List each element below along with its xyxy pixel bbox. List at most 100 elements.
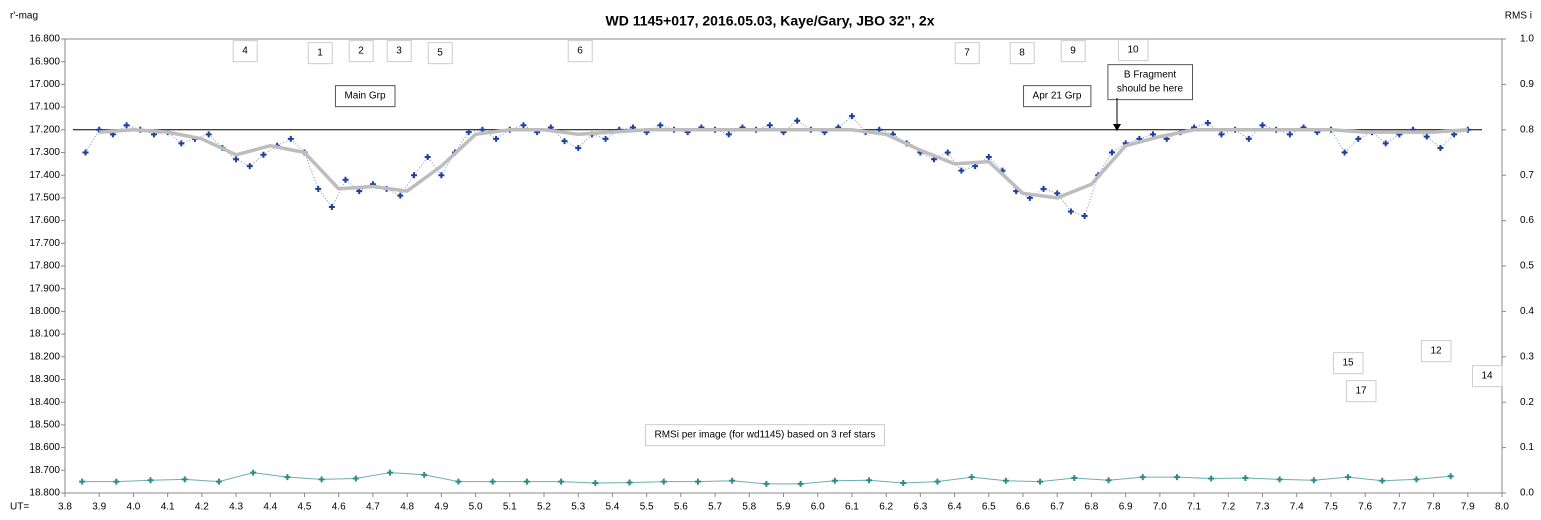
data-point [123, 122, 130, 129]
data-point [1242, 475, 1249, 482]
data-point [1040, 185, 1047, 192]
annotation: should be here [1117, 84, 1184, 95]
y-tick-label: 18.100 [29, 329, 60, 340]
data-point [1423, 133, 1430, 140]
annotation-box [1471, 365, 1503, 388]
data-point [438, 172, 445, 179]
y-tick-label: 16.900 [29, 56, 60, 67]
data-point [147, 477, 154, 484]
y2-tick-label: 0.4 [1520, 306, 1534, 317]
data-point [900, 480, 907, 487]
y2-tick-label: 0.3 [1520, 351, 1534, 362]
y-tick-label: 17.300 [29, 147, 60, 158]
x-tick-label: 6.5 [982, 502, 996, 513]
data-point [958, 167, 965, 174]
data-point [1382, 140, 1389, 147]
annotation-box [232, 40, 258, 63]
data-point [397, 192, 404, 199]
x-tick-label: 6.8 [1084, 502, 1098, 513]
data-point [561, 138, 568, 145]
annotation: 5 [437, 48, 443, 59]
annotation: 10 [1127, 45, 1139, 56]
data-point [410, 172, 417, 179]
data-point [1259, 122, 1266, 129]
y-tick-label: 18.400 [29, 397, 60, 408]
y-tick-label: 18.000 [29, 306, 60, 317]
annotation: 8 [1019, 48, 1025, 59]
data-point [493, 135, 500, 142]
y2-tick-label: 0.8 [1520, 124, 1534, 135]
y2-tick-label: 0.2 [1520, 397, 1534, 408]
annotation-box [1009, 42, 1035, 65]
data-point [694, 478, 701, 485]
data-point [421, 471, 428, 478]
data-point [1208, 475, 1215, 482]
x-tick-label: 4.5 [298, 502, 312, 513]
annotation-box [1107, 64, 1194, 101]
annotation: 15 [1342, 358, 1354, 369]
x-tick-label: 7.9 [1461, 502, 1475, 513]
data-point [1276, 476, 1283, 483]
x-tick-label: 5.0 [469, 502, 483, 513]
data-point [328, 203, 335, 210]
data-point [1054, 190, 1061, 197]
x-tick-label: 7.6 [1358, 502, 1372, 513]
data-point [352, 475, 359, 482]
data-point [944, 149, 951, 156]
data-point [848, 113, 855, 120]
data-point [575, 144, 582, 151]
x-tick-label: 7.1 [1187, 502, 1201, 513]
data-point [233, 156, 240, 163]
data-point [1067, 208, 1074, 215]
data-point [1447, 473, 1454, 480]
data-point [1379, 477, 1386, 484]
y-tick-label: 18.200 [29, 351, 60, 362]
x-tick-label: 7.8 [1427, 502, 1441, 513]
data-point [1204, 119, 1211, 126]
data-point [1413, 476, 1420, 483]
x-tick-label: 6.2 [879, 502, 893, 513]
data-point [657, 122, 664, 129]
data-point [1002, 477, 1009, 484]
x-tick-label: 5.9 [777, 502, 791, 513]
y-tick-label: 17.600 [29, 215, 60, 226]
x-tick-label: 4.2 [195, 502, 209, 513]
data-point [725, 131, 732, 138]
annotation: 4 [242, 46, 248, 57]
arrow-head [1113, 124, 1121, 131]
annotation-box [386, 40, 412, 63]
y2-axis-label: RMS i [1505, 11, 1532, 22]
y-tick-label: 17.100 [29, 102, 60, 113]
data-point [1437, 144, 1444, 151]
data-point [766, 122, 773, 129]
annotation: 3 [396, 46, 402, 57]
data-point [260, 151, 267, 158]
x-tick-label: 4.4 [263, 502, 277, 513]
data-point [1150, 131, 1157, 138]
annotation-box [307, 42, 333, 65]
x-tick-label: 5.1 [503, 502, 517, 513]
x-tick-label: 6.0 [811, 502, 825, 513]
data-point [1139, 474, 1146, 481]
y2-tick-label: 0.9 [1520, 79, 1534, 90]
y-tick-label: 18.800 [29, 488, 60, 499]
annotation-box [1023, 85, 1092, 108]
x-tick-label: 5.7 [708, 502, 722, 513]
x-tick-label: 5.4 [605, 502, 619, 513]
annotation: Apr 21 Grp [1033, 91, 1082, 102]
annotation-box [567, 40, 593, 63]
data-point [342, 176, 349, 183]
data-point [205, 131, 212, 138]
data-point [763, 480, 770, 487]
data-point [934, 478, 941, 485]
data-point [318, 476, 325, 483]
data-point [523, 478, 530, 485]
annotation: Main Grp [344, 91, 386, 102]
data-point [113, 478, 120, 485]
x-tick-label: 7.0 [1153, 502, 1167, 513]
data-point [387, 469, 394, 476]
annotation: 14 [1481, 371, 1493, 382]
x-tick-label: 4.8 [400, 502, 414, 513]
data-point [424, 154, 431, 161]
